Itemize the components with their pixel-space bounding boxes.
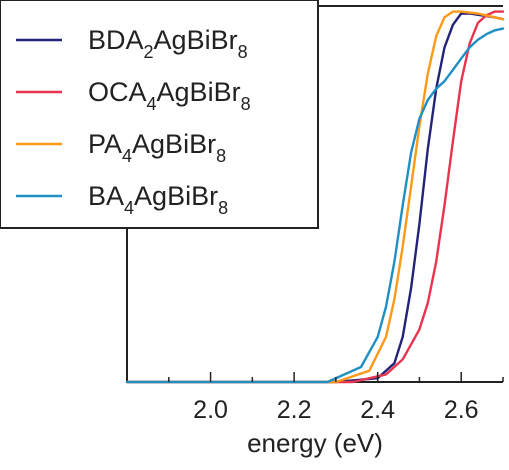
legend-label-3: PA4AgBiBr8 — [88, 129, 226, 166]
series-line-4 — [125, 27, 505, 384]
legend-label-2: OCA4AgBiBr8 — [88, 77, 251, 114]
x-ticks: 2.0 2.2 2.4 2.6 — [168, 372, 504, 424]
series-line-3 — [125, 10, 505, 384]
legend-label-4: BA4AgBiBr8 — [88, 181, 228, 218]
legend-label-1: BDA2AgBiBr8 — [88, 25, 248, 62]
x-tick-label: 2.4 — [360, 396, 395, 424]
series-layer — [125, 10, 505, 384]
x-tick-label: 2.6 — [444, 396, 479, 424]
x-tick-label: 2.0 — [193, 396, 228, 424]
legend: BDA2AgBiBr8 OCA4AgBiBr8 PA4AgBiBr8 BA4AgBiB… — [0, 0, 319, 229]
x-tick-label: 2.2 — [277, 396, 312, 424]
x-axis-label: energy (eV) — [247, 428, 383, 458]
legend-box — [0, 0, 319, 229]
series-line-2 — [125, 10, 505, 384]
